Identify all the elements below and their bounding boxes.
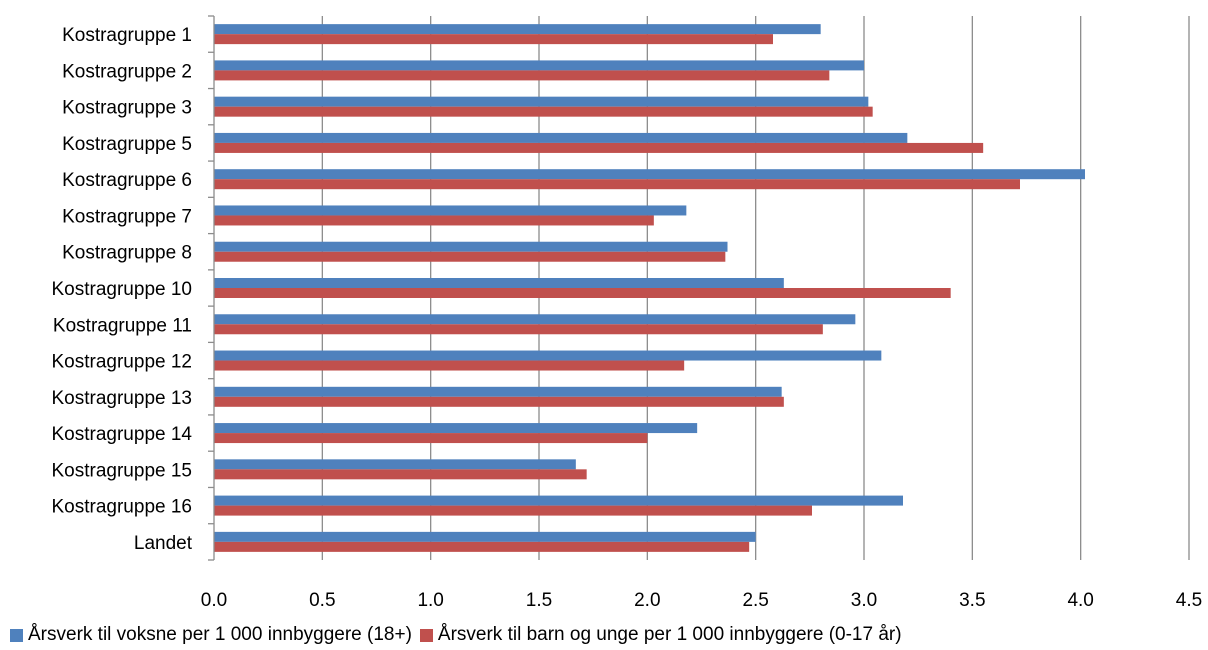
bar-adults-7 (214, 278, 784, 288)
bar-adults-2 (214, 96, 869, 107)
bar-children-1 (214, 70, 830, 81)
bar-adults-1 (214, 60, 864, 71)
bar-adults-12 (214, 459, 576, 470)
legend-label-children: Årsverk til barn og unge per 1 000 innby… (437, 624, 902, 645)
legend-item-children: Årsverk til barn og unge per 1 000 innby… (419, 624, 902, 646)
bar-children-6 (214, 251, 726, 262)
category-label-6: Kostragruppe 8 (62, 243, 192, 264)
bar-chart: Kostragruppe 1 Kostragruppe 2 Kostragruppe… (52, 15, 1202, 611)
x-tick-label-6: 3.0 (851, 590, 877, 611)
category-label-4: Kostragruppe 6 (62, 170, 192, 191)
legend: Årsverk til voksne per 1 000 innbyggere … (10, 624, 910, 646)
category-label-5: Kostragruppe 7 (62, 206, 192, 227)
bar-children-9 (214, 360, 685, 371)
bar-children-7 (214, 288, 951, 298)
category-label-9: Kostragruppe 12 (52, 352, 193, 373)
bar-adults-9 (214, 350, 882, 361)
bar-adults-10 (214, 386, 782, 397)
category-label-0: Kostragruppe 1 (62, 25, 192, 46)
bars (214, 24, 1085, 552)
x-tick-label-5: 2.5 (742, 590, 768, 611)
legend-item-adults: Årsverk til voksne per 1 000 innbyggere … (10, 624, 412, 646)
bar-children-0 (214, 34, 773, 45)
bar-adults-8 (214, 314, 856, 325)
bar-adults-6 (214, 241, 728, 252)
x-tick-label-8: 4.0 (1067, 590, 1093, 611)
bar-adults-13 (214, 495, 903, 506)
category-label-8: Kostragruppe 11 (53, 315, 192, 336)
legend-swatch-adults (10, 628, 23, 642)
bar-children-3 (214, 142, 984, 153)
x-tick-label-4: 2.0 (634, 590, 660, 611)
bar-children-14 (214, 541, 750, 552)
bar-adults-3 (214, 132, 908, 143)
x-tick-labels: 0.0 0.5 1.0 1.5 2.0 2.5 3.0 3.5 4.0 4.5 (201, 590, 1202, 611)
bar-adults-5 (214, 205, 687, 216)
bar-children-2 (214, 106, 873, 117)
bar-children-11 (214, 433, 648, 444)
bar-children-5 (214, 215, 654, 226)
category-label-10: Kostragruppe 13 (52, 388, 193, 409)
bar-children-8 (214, 324, 823, 335)
x-tick-label-9: 4.5 (1176, 590, 1202, 611)
y-axis: Kostragruppe 1 Kostragruppe 2 Kostragruppe… (52, 15, 215, 561)
category-label-2: Kostragruppe 3 (62, 98, 192, 119)
x-tick-label-3: 1.5 (526, 590, 552, 611)
category-label-11: Kostragruppe 14 (52, 424, 193, 445)
bar-children-10 (214, 396, 784, 407)
x-tick-label-0: 0.0 (201, 590, 227, 611)
category-label-3: Kostragruppe 5 (62, 134, 192, 155)
bar-adults-11 (214, 423, 698, 434)
bar-children-4 (214, 179, 1020, 190)
bar-children-12 (214, 469, 587, 480)
category-label-7: Kostragruppe 10 (52, 279, 193, 300)
category-label-12: Kostragruppe 15 (52, 460, 193, 481)
category-label-13: Kostragruppe 16 (52, 497, 193, 518)
category-label-14: Landet (134, 533, 193, 554)
bar-adults-14 (214, 531, 756, 542)
x-tick-label-1: 0.5 (309, 590, 335, 611)
legend-swatch-children (419, 628, 433, 642)
bar-adults-4 (214, 169, 1085, 180)
bar-children-13 (214, 505, 812, 516)
category-label-1: Kostragruppe 2 (62, 61, 192, 82)
x-tick-label-7: 3.5 (959, 590, 985, 611)
legend-label-adults: Årsverk til voksne per 1 000 innbyggere … (28, 624, 412, 645)
bar-adults-0 (214, 24, 821, 35)
x-tick-label-2: 1.0 (417, 590, 443, 611)
